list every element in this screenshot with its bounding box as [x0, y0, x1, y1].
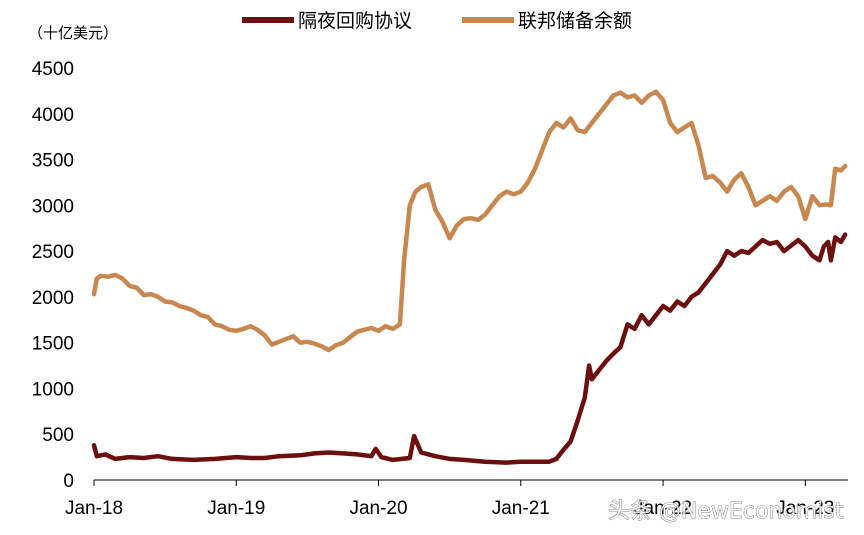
y-tick-label: 3000: [32, 196, 74, 217]
x-tick-label: Jan-22: [634, 498, 692, 519]
x-axis: Jan-18 Jan-19 Jan-20 Jan-21 Jan-22 Jan-23: [65, 479, 848, 519]
x-tick-label: Jan-23: [776, 498, 834, 519]
y-axis: 0 500 1000 1500 2000 2500 3000 3500 4000 4500: [32, 59, 74, 492]
y-tick-label: 0: [63, 471, 74, 492]
y-tick-label: 3500: [32, 151, 74, 172]
legend-label-reserves: 联邦储备余额: [518, 10, 632, 32]
y-tick-label: 1500: [32, 334, 74, 355]
x-tick-label: Jan-20: [349, 498, 407, 519]
watermark: 头条 @NewEconomist: [608, 499, 844, 524]
unit-label: （十亿美元）: [28, 24, 118, 42]
y-tick-label: 4000: [32, 105, 74, 126]
y-tick-label: 2000: [32, 288, 74, 309]
y-tick-label: 4500: [32, 59, 74, 80]
y-tick-label: 2500: [32, 242, 74, 263]
series-line-overnight-repo: [91, 232, 848, 465]
legend-label-repo: 隔夜回购协议: [298, 10, 412, 32]
legend: 隔夜回购协议 联邦储备余额: [242, 10, 632, 32]
y-tick-label: 500: [42, 425, 74, 446]
series-line-fed-reserves: [91, 89, 848, 353]
y-tick-label: 1000: [32, 379, 74, 400]
series-layer: [91, 89, 848, 465]
x-tick-label: Jan-19: [207, 498, 265, 519]
x-tick-label: Jan-18: [65, 498, 123, 519]
x-tick-label: Jan-21: [492, 498, 550, 519]
